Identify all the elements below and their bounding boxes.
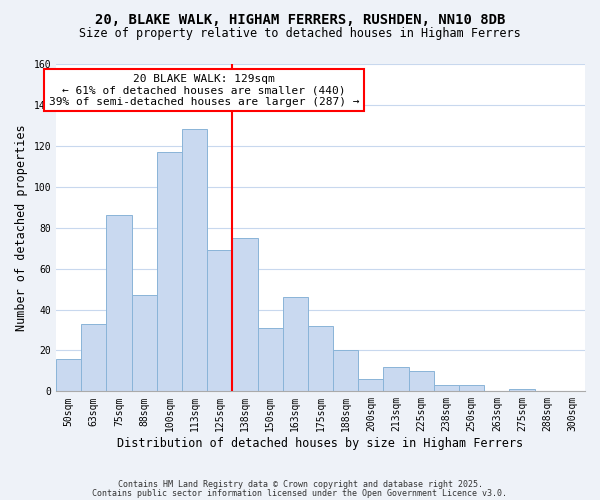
Text: 20, BLAKE WALK, HIGHAM FERRERS, RUSHDEN, NN10 8DB: 20, BLAKE WALK, HIGHAM FERRERS, RUSHDEN,… (95, 12, 505, 26)
Bar (81, 324, 106, 392)
Text: Size of property relative to detached houses in Higham Ferrers: Size of property relative to detached ho… (79, 28, 521, 40)
Bar (106, 216, 131, 392)
Bar (207, 250, 232, 392)
Bar (409, 371, 434, 392)
Bar (283, 297, 308, 392)
Bar (308, 326, 333, 392)
Bar (131, 295, 157, 392)
Bar (383, 367, 409, 392)
Bar (56, 358, 81, 392)
Bar (333, 350, 358, 392)
Text: Contains HM Land Registry data © Crown copyright and database right 2025.: Contains HM Land Registry data © Crown c… (118, 480, 482, 489)
Bar (232, 238, 257, 392)
Bar (157, 152, 182, 392)
Text: Contains public sector information licensed under the Open Government Licence v3: Contains public sector information licen… (92, 488, 508, 498)
Bar (257, 328, 283, 392)
Bar (358, 379, 383, 392)
Bar (509, 390, 535, 392)
Text: 20 BLAKE WALK: 129sqm
← 61% of detached houses are smaller (440)
39% of semi-det: 20 BLAKE WALK: 129sqm ← 61% of detached … (49, 74, 359, 107)
X-axis label: Distribution of detached houses by size in Higham Ferrers: Distribution of detached houses by size … (118, 437, 524, 450)
Bar (182, 130, 207, 392)
Bar (459, 385, 484, 392)
Bar (434, 385, 459, 392)
Y-axis label: Number of detached properties: Number of detached properties (15, 124, 28, 331)
